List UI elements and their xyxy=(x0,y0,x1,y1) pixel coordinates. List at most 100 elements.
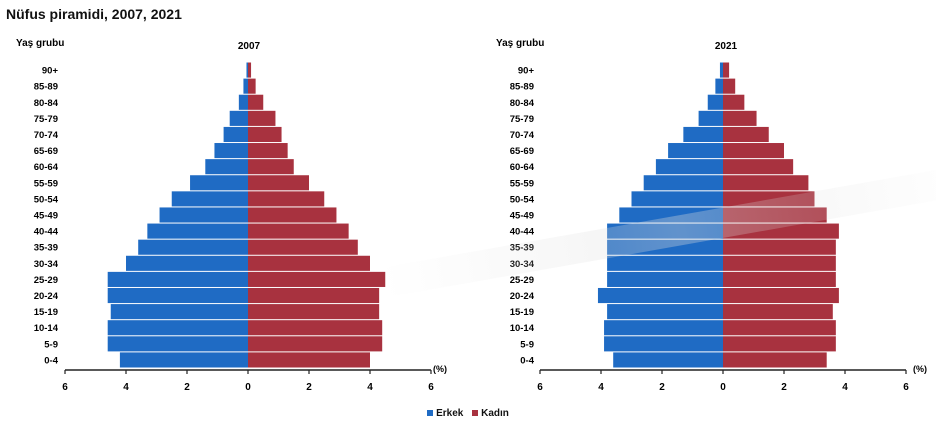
age-group-label: 75-79 xyxy=(510,114,534,125)
age-group-label: 40-44 xyxy=(510,227,535,238)
legend-male: Erkek xyxy=(427,408,463,419)
bar-female xyxy=(248,94,264,110)
age-group-label: 35-39 xyxy=(34,243,58,254)
bar-male xyxy=(655,159,723,175)
bar-male xyxy=(223,126,248,143)
bar-male xyxy=(607,271,723,287)
chart-title: Nüfus piramidi, 2007, 2021 xyxy=(6,6,182,22)
age-group-label: 10-14 xyxy=(34,323,59,334)
bar-male xyxy=(643,175,723,191)
age-group-label: 55-59 xyxy=(510,178,534,189)
legend-female: Kadın xyxy=(472,408,509,419)
bar-male xyxy=(613,352,723,368)
age-group-label: 90+ xyxy=(518,66,535,77)
age-group-label: 20-24 xyxy=(34,291,59,302)
age-group-label: 60-64 xyxy=(510,162,535,173)
age-group-label: 65-69 xyxy=(34,146,58,157)
age-group-label: 5-9 xyxy=(44,339,58,350)
x-tick-label: 2 xyxy=(659,382,665,393)
age-group-label: 70-74 xyxy=(510,130,535,141)
bar-male xyxy=(229,110,248,126)
bar-male xyxy=(107,320,248,336)
bar-male xyxy=(138,239,248,255)
bar-female xyxy=(723,159,794,175)
age-group-label: 45-49 xyxy=(34,211,58,222)
age-group-label: 50-54 xyxy=(34,194,59,205)
age-group-label: 65-69 xyxy=(510,146,534,157)
age-group-label: 90+ xyxy=(42,66,59,77)
x-tick-label: 4 xyxy=(123,382,129,393)
age-group-label: 30-34 xyxy=(510,259,535,270)
bar-female xyxy=(723,110,757,126)
x-tick-label: 6 xyxy=(537,382,543,393)
bar-female xyxy=(248,336,383,352)
x-tick-label: 2 xyxy=(781,382,787,393)
bar-male xyxy=(631,191,723,207)
bar-female xyxy=(723,352,827,368)
bar-female xyxy=(723,126,769,143)
bar-male xyxy=(619,207,723,223)
age-group-label: 50-54 xyxy=(510,194,535,205)
bar-male xyxy=(607,304,723,320)
x-tick-label: 4 xyxy=(842,382,848,393)
bar-female xyxy=(248,352,370,368)
age-group-label: 15-19 xyxy=(510,307,534,318)
x-tick-label: 4 xyxy=(367,382,373,393)
bar-female xyxy=(248,159,294,175)
bar-female xyxy=(723,62,730,78)
y-axis-label-2007: Yaş grubu xyxy=(16,38,64,49)
bar-male xyxy=(119,352,249,368)
bar-male xyxy=(243,78,248,94)
age-group-label: 80-84 xyxy=(510,98,535,109)
bar-male xyxy=(719,62,723,78)
x-tick-label: 2 xyxy=(306,382,312,393)
age-group-label: 75-79 xyxy=(34,114,58,125)
bar-male xyxy=(683,126,723,143)
age-group-label: 20-24 xyxy=(510,291,535,302)
age-group-label: 85-89 xyxy=(34,82,58,93)
bar-male xyxy=(715,78,723,94)
bar-male xyxy=(107,336,248,352)
bar-female xyxy=(723,78,736,94)
age-group-label: 25-29 xyxy=(510,275,534,286)
x-tick-label: 4 xyxy=(598,382,604,393)
bar-female xyxy=(248,304,380,320)
bar-female xyxy=(248,207,337,223)
bar-male xyxy=(607,223,723,239)
x-tick-label: 2 xyxy=(184,382,190,393)
bar-female xyxy=(723,175,809,191)
bar-male xyxy=(126,255,248,271)
bar-female xyxy=(248,175,309,191)
age-group-label: 0-4 xyxy=(520,355,534,366)
age-group-label: 85-89 xyxy=(510,82,534,93)
bar-female xyxy=(248,143,288,159)
age-group-label: 10-14 xyxy=(510,323,535,334)
bar-male xyxy=(607,255,723,271)
age-group-label: 55-59 xyxy=(34,178,58,189)
legend-female-label: Kadın xyxy=(481,408,509,419)
bar-female xyxy=(248,271,386,287)
bar-male xyxy=(171,191,248,207)
bar-female xyxy=(723,239,836,255)
bar-male xyxy=(107,271,248,287)
bar-female xyxy=(248,239,358,255)
age-group-label: 25-29 xyxy=(34,275,58,286)
bar-male xyxy=(698,110,723,126)
legend-male-label: Erkek xyxy=(436,408,464,419)
bar-female xyxy=(723,207,827,223)
x-axis-unit: (%) xyxy=(913,364,927,374)
age-group-label: 40-44 xyxy=(34,227,59,238)
bar-male xyxy=(147,223,248,239)
bar-female xyxy=(723,143,784,159)
bar-female xyxy=(723,191,815,207)
bar-female xyxy=(723,320,836,336)
bar-male xyxy=(604,336,723,352)
bar-female xyxy=(723,304,833,320)
bar-female xyxy=(248,191,325,207)
bar-female xyxy=(723,94,745,110)
bar-male xyxy=(214,143,248,159)
age-group-label: 80-84 xyxy=(34,98,59,109)
bar-female xyxy=(723,223,839,239)
y-axis-label-2021: Yaş grubu xyxy=(496,38,544,49)
